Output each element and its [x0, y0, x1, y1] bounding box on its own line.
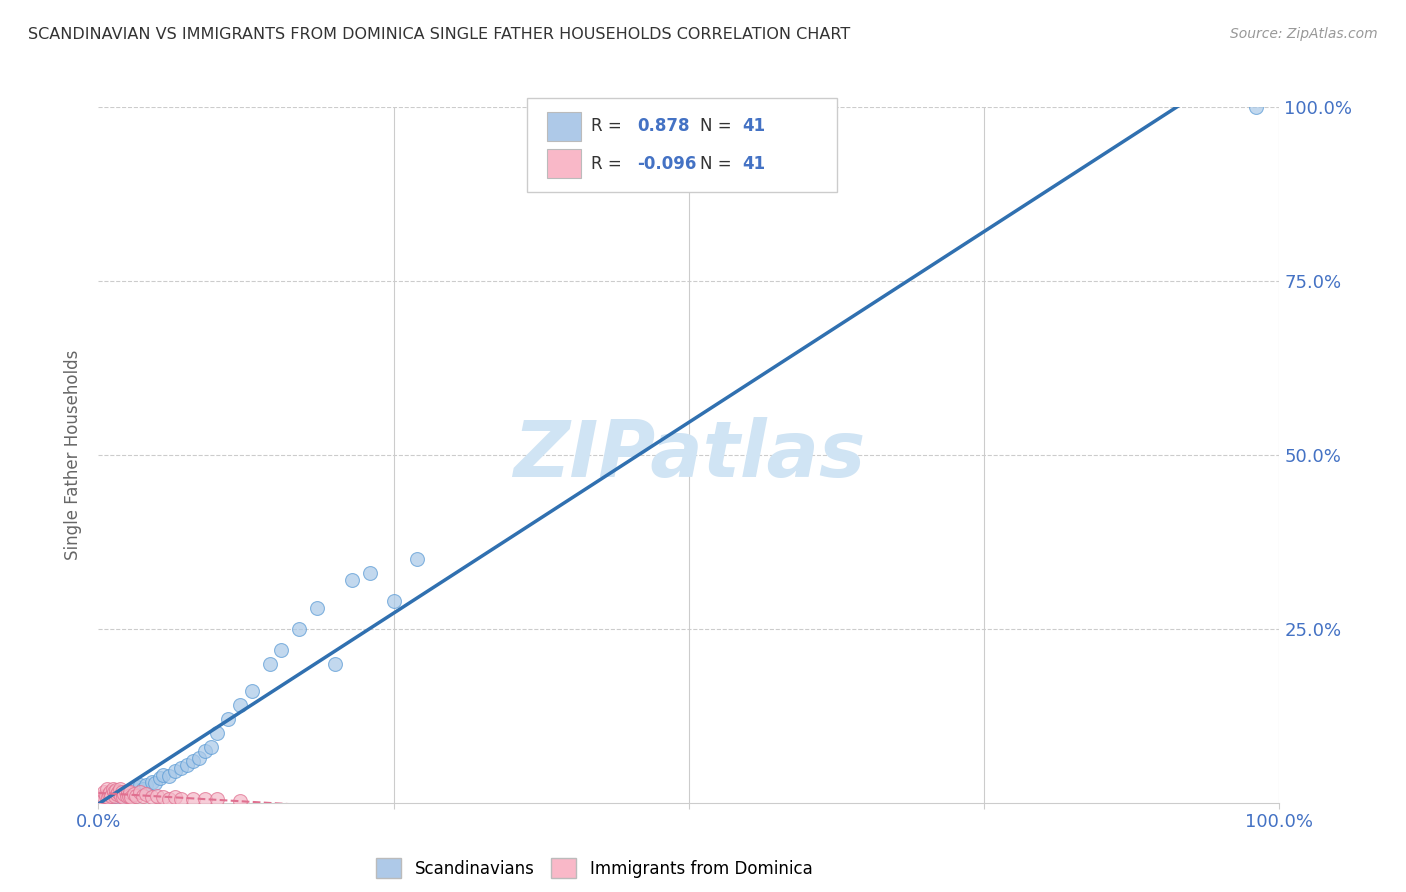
Point: [135, 778, 157, 792]
Point: [98, 789, 121, 803]
Point: [1244, 100, 1267, 114]
Point: [342, 573, 364, 587]
Text: SCANDINAVIAN VS IMMIGRANTS FROM DOMINICA SINGLE FATHER HOUSEHOLDS CORRELATION CH: SCANDINAVIAN VS IMMIGRANTS FROM DOMINICA…: [28, 27, 851, 42]
Point: [98, 788, 121, 802]
Point: [152, 768, 174, 782]
Point: [259, 657, 281, 671]
Point: [187, 750, 209, 764]
Point: [91, 789, 114, 803]
Point: [165, 764, 187, 779]
Point: [229, 794, 252, 808]
Point: [181, 792, 204, 806]
Point: [97, 790, 120, 805]
Point: [240, 684, 263, 698]
Point: [406, 552, 429, 566]
Point: [205, 792, 228, 806]
Text: -0.096: -0.096: [637, 154, 696, 172]
Text: R =: R =: [591, 154, 627, 172]
Point: [122, 781, 145, 796]
Point: [288, 622, 311, 636]
Point: [143, 776, 166, 790]
Point: [117, 785, 139, 799]
Point: [200, 740, 222, 755]
Legend: Scandinavians, Immigrants from Dominica: Scandinavians, Immigrants from Dominica: [370, 851, 820, 885]
Point: [118, 789, 141, 803]
Point: [103, 785, 125, 799]
Point: [96, 781, 118, 796]
Point: [217, 712, 239, 726]
Text: N =: N =: [700, 154, 737, 172]
Text: ZIPatlas: ZIPatlas: [513, 417, 865, 493]
Point: [141, 790, 163, 805]
Point: [359, 566, 381, 581]
Point: [152, 790, 174, 805]
Point: [170, 792, 193, 806]
Point: [104, 789, 127, 803]
Point: [90, 792, 112, 806]
Text: Source: ZipAtlas.com: Source: ZipAtlas.com: [1230, 27, 1378, 41]
Point: [382, 594, 405, 608]
Point: [229, 698, 252, 713]
Point: [205, 726, 228, 740]
Point: [128, 778, 150, 792]
Point: [121, 790, 143, 805]
Point: [149, 772, 172, 786]
Point: [111, 785, 134, 799]
Point: [120, 785, 142, 799]
Y-axis label: Single Father Households: Single Father Households: [65, 350, 83, 560]
Text: 0.878: 0.878: [637, 118, 689, 136]
Point: [305, 601, 328, 615]
Point: [93, 785, 115, 799]
Text: N =: N =: [700, 118, 737, 136]
Point: [323, 657, 346, 671]
Point: [107, 785, 129, 799]
Point: [122, 788, 145, 802]
Point: [132, 781, 155, 796]
Point: [107, 790, 129, 805]
Point: [101, 781, 124, 796]
Point: [105, 783, 128, 797]
Point: [98, 785, 121, 799]
Point: [112, 790, 135, 805]
Point: [270, 642, 292, 657]
Point: [101, 792, 124, 806]
Point: [132, 789, 155, 803]
Point: [194, 792, 217, 806]
Point: [114, 785, 136, 799]
Point: [157, 792, 180, 806]
Point: [128, 785, 150, 799]
Point: [117, 785, 139, 799]
Point: [170, 761, 193, 775]
Point: [141, 775, 163, 789]
Point: [127, 780, 149, 795]
Point: [100, 789, 122, 803]
Point: [105, 788, 128, 802]
Point: [97, 790, 120, 805]
Text: 41: 41: [742, 118, 765, 136]
Point: [157, 769, 180, 783]
Point: [194, 744, 217, 758]
Point: [125, 789, 148, 803]
Point: [135, 788, 157, 802]
Point: [108, 781, 131, 796]
Point: [112, 789, 135, 803]
Point: [146, 789, 169, 803]
Point: [112, 788, 135, 802]
Point: [93, 792, 115, 806]
Point: [181, 754, 204, 768]
Point: [111, 785, 134, 799]
Point: [120, 783, 142, 797]
Point: [115, 789, 138, 803]
Point: [105, 788, 128, 802]
Point: [176, 757, 198, 772]
Point: [94, 789, 117, 803]
Text: R =: R =: [591, 118, 627, 136]
Text: 41: 41: [742, 154, 765, 172]
Point: [110, 789, 132, 803]
Point: [165, 790, 187, 805]
